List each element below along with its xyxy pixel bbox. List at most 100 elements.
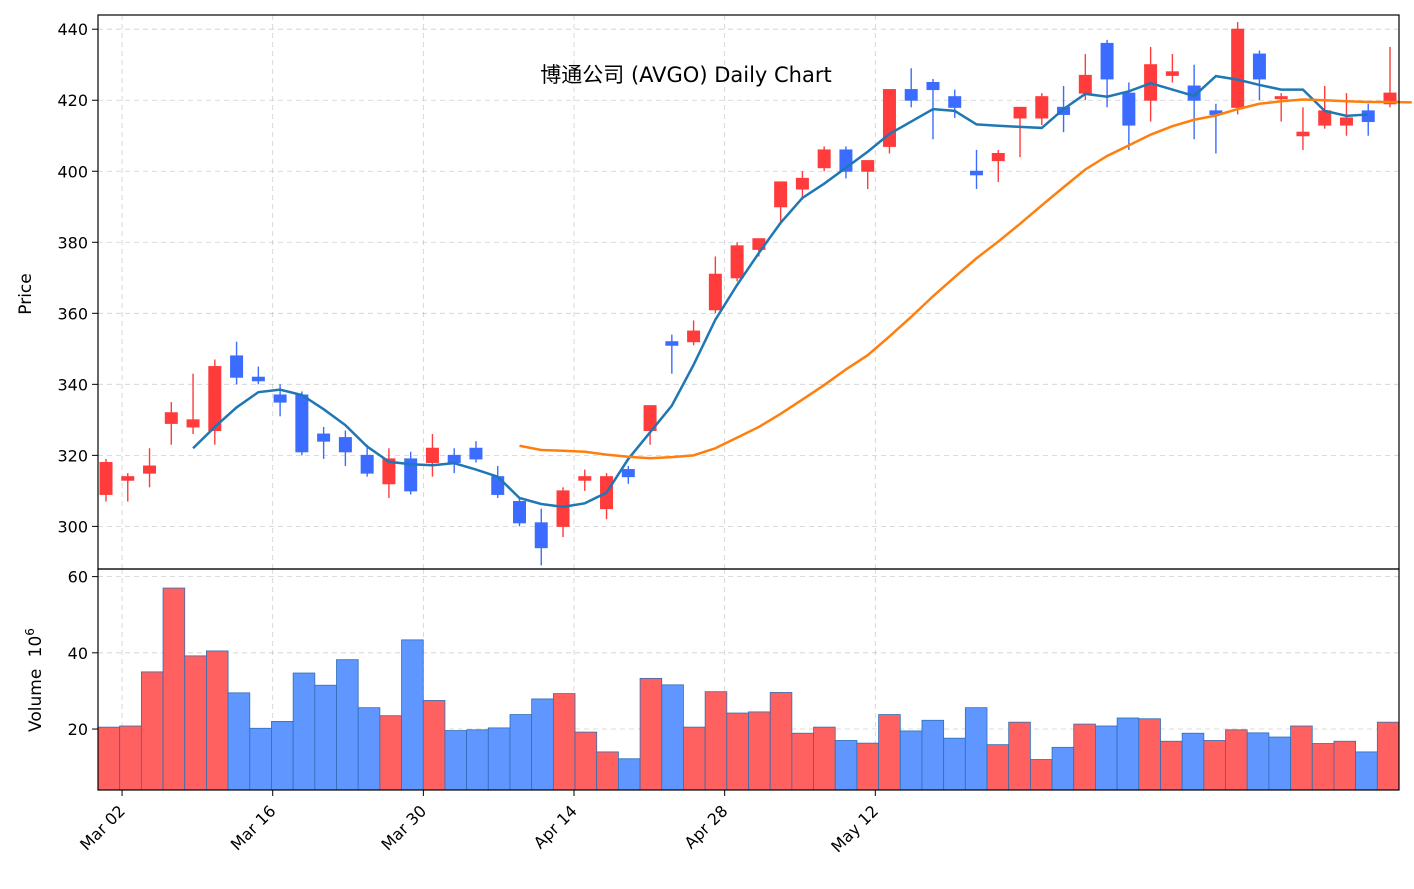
candle-down bbox=[1361, 110, 1375, 123]
volume-bar bbox=[1333, 740, 1357, 791]
candle-down bbox=[665, 341, 679, 346]
volume-bar bbox=[1225, 729, 1248, 791]
volume-bar bbox=[639, 677, 663, 791]
candle-down bbox=[230, 355, 244, 378]
volume-bar bbox=[140, 671, 164, 791]
volume-bar bbox=[1073, 723, 1096, 791]
price-panel-frame bbox=[97, 14, 1400, 570]
price-grid bbox=[98, 15, 1399, 569]
volume-bar bbox=[748, 711, 771, 791]
candle-up bbox=[556, 490, 570, 527]
volume-bar bbox=[227, 692, 251, 791]
volume-bar bbox=[1376, 721, 1400, 791]
volume-bar bbox=[1181, 732, 1205, 791]
volume-bar bbox=[509, 714, 533, 791]
candle-up bbox=[208, 366, 222, 432]
candle-up bbox=[774, 181, 788, 208]
volume-bar bbox=[878, 714, 901, 791]
candle-up bbox=[687, 330, 701, 343]
price-panel: 300 320 340 360 380 400 420 440 博通公司 (AVGO) Dai… bbox=[16, 14, 1412, 570]
volume-bar bbox=[206, 650, 229, 791]
candle-up bbox=[817, 149, 831, 169]
volume-bar bbox=[574, 731, 598, 791]
candle-up bbox=[578, 476, 592, 481]
volume-bar bbox=[1160, 740, 1183, 791]
volume-bar bbox=[1355, 751, 1378, 791]
candle-up bbox=[1165, 71, 1179, 76]
candle-up bbox=[1274, 96, 1288, 100]
volume-panel: 20 40 60 Volume 106 bbox=[23, 568, 1400, 791]
price-tick-label: 400 bbox=[57, 162, 88, 181]
candle-up bbox=[425, 447, 439, 463]
candle-up bbox=[861, 160, 875, 172]
volume-bar bbox=[422, 700, 446, 791]
volume-bar bbox=[466, 729, 489, 791]
price-tick-label: 360 bbox=[57, 304, 88, 323]
volume-axis-label-base: 10 bbox=[26, 636, 46, 658]
candle-down bbox=[251, 376, 265, 382]
candle-down bbox=[512, 501, 526, 524]
volume-bar bbox=[726, 712, 749, 791]
volume-bar bbox=[1311, 743, 1335, 791]
volume-bar bbox=[1008, 721, 1031, 791]
candle-up bbox=[991, 153, 1005, 162]
price-tick-label: 320 bbox=[57, 446, 88, 465]
volume-bar bbox=[791, 732, 814, 791]
candle-up bbox=[382, 458, 396, 485]
candle-up bbox=[1078, 74, 1092, 94]
volume-bar bbox=[986, 744, 1010, 791]
x-tick-label: Apr 28 bbox=[680, 801, 731, 852]
volume-bar bbox=[379, 715, 402, 791]
candle-down bbox=[295, 394, 309, 453]
candle-up bbox=[1383, 92, 1397, 105]
volume-bar bbox=[1290, 725, 1313, 791]
ma-short-line bbox=[192, 74, 1369, 509]
x-tick-label: Mar 02 bbox=[76, 801, 129, 854]
volume-bar bbox=[921, 719, 945, 791]
candle-down bbox=[926, 81, 940, 91]
x-tick-label: May 12 bbox=[827, 801, 882, 856]
volume-bar bbox=[683, 726, 706, 791]
candle-up bbox=[1296, 131, 1310, 137]
volume-bar bbox=[314, 684, 337, 791]
price-tick-label: 440 bbox=[57, 20, 88, 39]
volume-bar bbox=[618, 758, 641, 791]
candle-down bbox=[948, 96, 962, 108]
volume-bar bbox=[336, 659, 359, 791]
x-axis: Mar 02 Mar 16 Mar 30 Apr 14 Apr 28 May 12 bbox=[76, 790, 882, 856]
volume-bar bbox=[184, 655, 207, 791]
volume-axis-exponent: 6 bbox=[23, 628, 37, 636]
candle-down bbox=[360, 454, 374, 474]
candle-up bbox=[164, 412, 178, 424]
volume-axis-label-text: Volume bbox=[26, 669, 46, 732]
volume-bar bbox=[401, 639, 424, 791]
x-tick-label: Mar 30 bbox=[377, 801, 430, 854]
volume-axis-label: Volume 106 bbox=[23, 628, 46, 732]
volume-tick-label: 20 bbox=[68, 720, 88, 739]
volume-bar bbox=[357, 707, 381, 791]
candle-down bbox=[904, 89, 918, 101]
candle-down bbox=[970, 170, 984, 176]
volume-bar bbox=[856, 742, 880, 791]
candle-down bbox=[1100, 42, 1114, 80]
volume-bar bbox=[1116, 717, 1140, 791]
volume-bar bbox=[1095, 725, 1118, 791]
volume-bars bbox=[97, 587, 1400, 791]
volume-bar bbox=[1138, 718, 1161, 791]
volume-bar bbox=[97, 726, 121, 791]
volume-bar bbox=[661, 684, 684, 791]
volume-bar bbox=[552, 693, 576, 791]
volume-bar bbox=[899, 730, 923, 791]
candle-up bbox=[1013, 106, 1027, 119]
candle-down bbox=[469, 447, 483, 460]
candle-down bbox=[1057, 106, 1071, 115]
candle-up bbox=[143, 465, 157, 474]
price-tick-label: 300 bbox=[57, 517, 88, 536]
candle-up bbox=[795, 177, 809, 190]
candle-up bbox=[708, 273, 722, 311]
candle-down bbox=[447, 454, 461, 463]
volume-bar bbox=[531, 698, 554, 791]
candle-down bbox=[404, 458, 418, 492]
candle-up bbox=[1231, 28, 1245, 108]
candle-down bbox=[338, 437, 352, 453]
